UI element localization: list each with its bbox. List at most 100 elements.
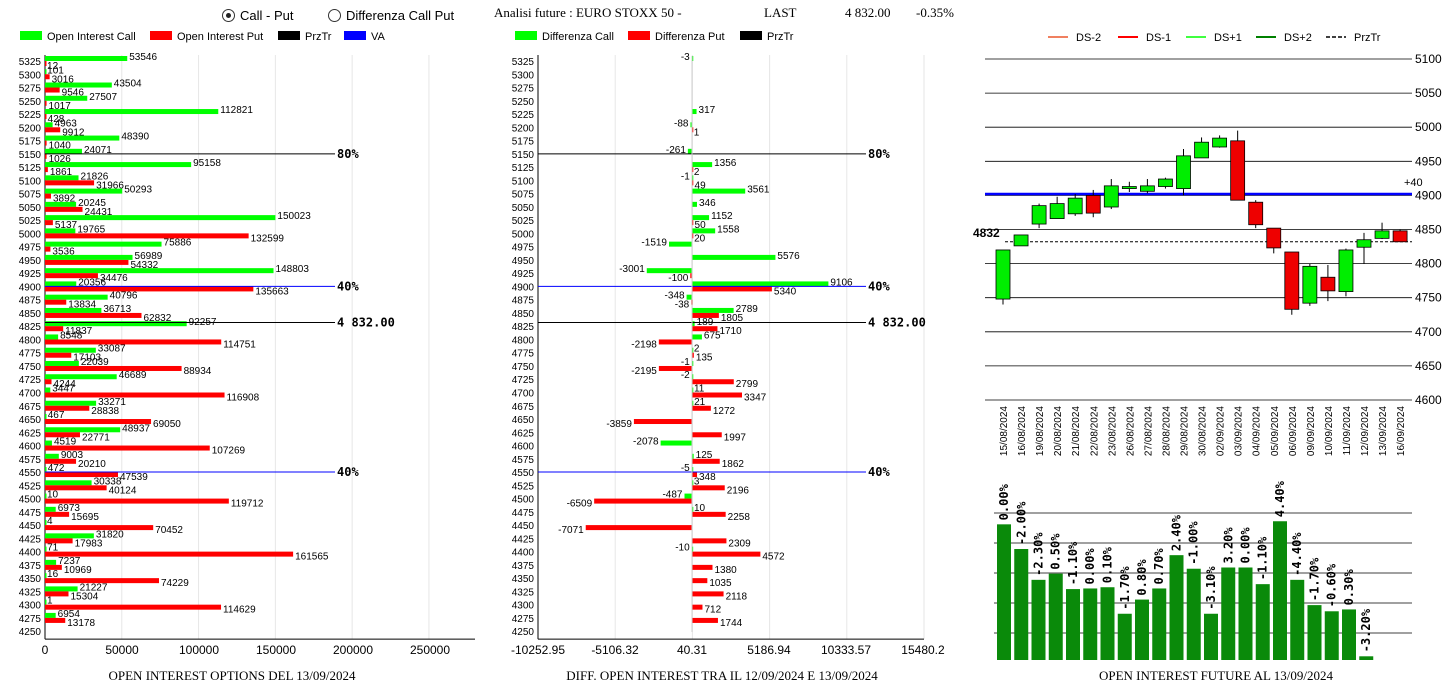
reference-label: +40	[1404, 177, 1423, 189]
oi-bar	[1135, 599, 1149, 660]
put-bar	[45, 405, 90, 411]
radio-unselected-icon[interactable]	[328, 9, 341, 22]
y-tick-label: 4775	[19, 349, 42, 360]
call-bar	[45, 599, 47, 605]
call-bar	[691, 109, 697, 115]
x-tick-label: 29/08/2024	[1180, 406, 1191, 456]
put-bar	[45, 365, 182, 371]
y-tick-label: 4325	[512, 587, 535, 598]
call-bar	[45, 427, 121, 433]
radio-selected-icon[interactable]	[222, 9, 235, 22]
call-bar	[45, 374, 117, 380]
put-value-label: 49	[695, 180, 707, 191]
put-bar	[45, 153, 47, 159]
oi-pct-label: 2.40%	[1170, 514, 1184, 551]
legend-swatch	[278, 31, 300, 40]
put-value-label: 74229	[161, 578, 189, 589]
y-tick-label: 4275	[19, 614, 42, 625]
y-tick-label: 4525	[512, 481, 535, 492]
x-tick-label: 22/08/2024	[1089, 406, 1100, 456]
oi-bar	[1186, 568, 1201, 660]
put-bar	[45, 498, 229, 504]
oi-pct-label: -1.10%	[1256, 536, 1270, 580]
call-value-label: -1519	[641, 238, 667, 249]
put-value-label: 22771	[82, 432, 110, 443]
oi-bar	[1152, 588, 1167, 660]
call-value-label: 3561	[747, 185, 770, 196]
y-tick-label: 4700	[512, 389, 535, 400]
y-tick-label: 4725	[19, 375, 42, 386]
reference-label: 4 832.00	[337, 315, 395, 329]
y-tick-label: 5075	[512, 190, 535, 201]
x-tick-label: 12/09/2024	[1360, 406, 1371, 456]
call-value-label: 346	[699, 198, 716, 209]
call-bar	[690, 122, 692, 128]
x-tick-label: 13/09/2024	[1378, 406, 1389, 456]
oi-bar	[1031, 579, 1046, 660]
radio-call-put[interactable]: Call - Put	[222, 8, 293, 23]
put-bar	[691, 180, 694, 186]
put-value-label: 1040	[49, 141, 72, 152]
x-tick-label: 06/09/2024	[1288, 406, 1299, 456]
put-bar	[691, 326, 718, 332]
y-tick-label: 4575	[512, 455, 535, 466]
y-tick-label: 4500	[19, 495, 42, 506]
oi-pct-label: -1.00%	[1187, 521, 1201, 565]
call-bar	[45, 281, 77, 287]
call-bar	[691, 201, 697, 207]
call-value-label: 31820	[96, 529, 124, 540]
call-value-label: 8548	[60, 330, 83, 341]
call-value-label: 3447	[52, 384, 75, 395]
legend-label: DS-2	[1076, 32, 1101, 44]
put-value-label: -2195	[631, 366, 657, 377]
put-bar	[45, 432, 80, 438]
y-tick-label: 4300	[512, 601, 535, 612]
radio-differenza[interactable]: Differenza Call Put	[328, 8, 454, 23]
put-value-label: 50	[695, 220, 707, 231]
put-value-label: 69050	[153, 419, 181, 430]
call-bar	[45, 506, 56, 512]
y-tick-label: 4625	[512, 428, 535, 439]
diff-oi-chart: Differenza Call Differenza Put PrzTr 5325 -3…	[511, 31, 945, 683]
y-tick-label: 4550	[19, 468, 42, 479]
candle-body	[1212, 137, 1227, 148]
call-value-label: 472	[48, 463, 65, 474]
oi-pct-label: 4.40%	[1273, 480, 1287, 517]
put-bar	[585, 525, 692, 531]
call-value-label: 21	[694, 397, 706, 408]
put-value-label: 116908	[227, 393, 260, 404]
legend-label: Differenza Put	[655, 31, 725, 43]
y-tick-label: 5325	[19, 57, 42, 68]
legend-label: PrzTr	[305, 31, 332, 43]
put-value-label: 20210	[78, 459, 106, 470]
y-tick-label: 5225	[512, 110, 535, 121]
put-bar	[45, 273, 98, 279]
put-value-label: 1035	[709, 578, 732, 589]
put-value-label: 1017	[49, 101, 72, 112]
x-tick-label: -10252.95	[511, 643, 565, 657]
legend-label: Differenza Call	[542, 31, 614, 43]
y-tick-label: 4400	[19, 548, 42, 559]
call-bar	[45, 612, 56, 618]
put-bar	[691, 472, 698, 478]
legend-label: PrzTr	[1354, 32, 1381, 44]
y-tick-label: 4600	[19, 442, 42, 453]
y-tick-label: 4475	[19, 508, 42, 519]
call-bar	[691, 254, 776, 260]
call-bar	[691, 162, 713, 168]
call-bar	[691, 281, 829, 287]
call-bar	[684, 493, 692, 499]
y-tick-label: 4550	[512, 468, 535, 479]
put-value-label: -3859	[606, 419, 632, 430]
y-tick-label: 4375	[512, 561, 535, 572]
legend-swatch	[20, 31, 42, 40]
legend-swatch	[150, 31, 172, 40]
candle-body	[1013, 234, 1029, 247]
candle-body	[1031, 205, 1047, 225]
call-bar	[45, 294, 108, 300]
candle-body	[1320, 276, 1336, 292]
y-tick-label: 4275	[512, 614, 535, 625]
reference-label: 40%	[337, 465, 359, 479]
put-bar	[45, 379, 52, 385]
put-bar	[45, 445, 210, 451]
